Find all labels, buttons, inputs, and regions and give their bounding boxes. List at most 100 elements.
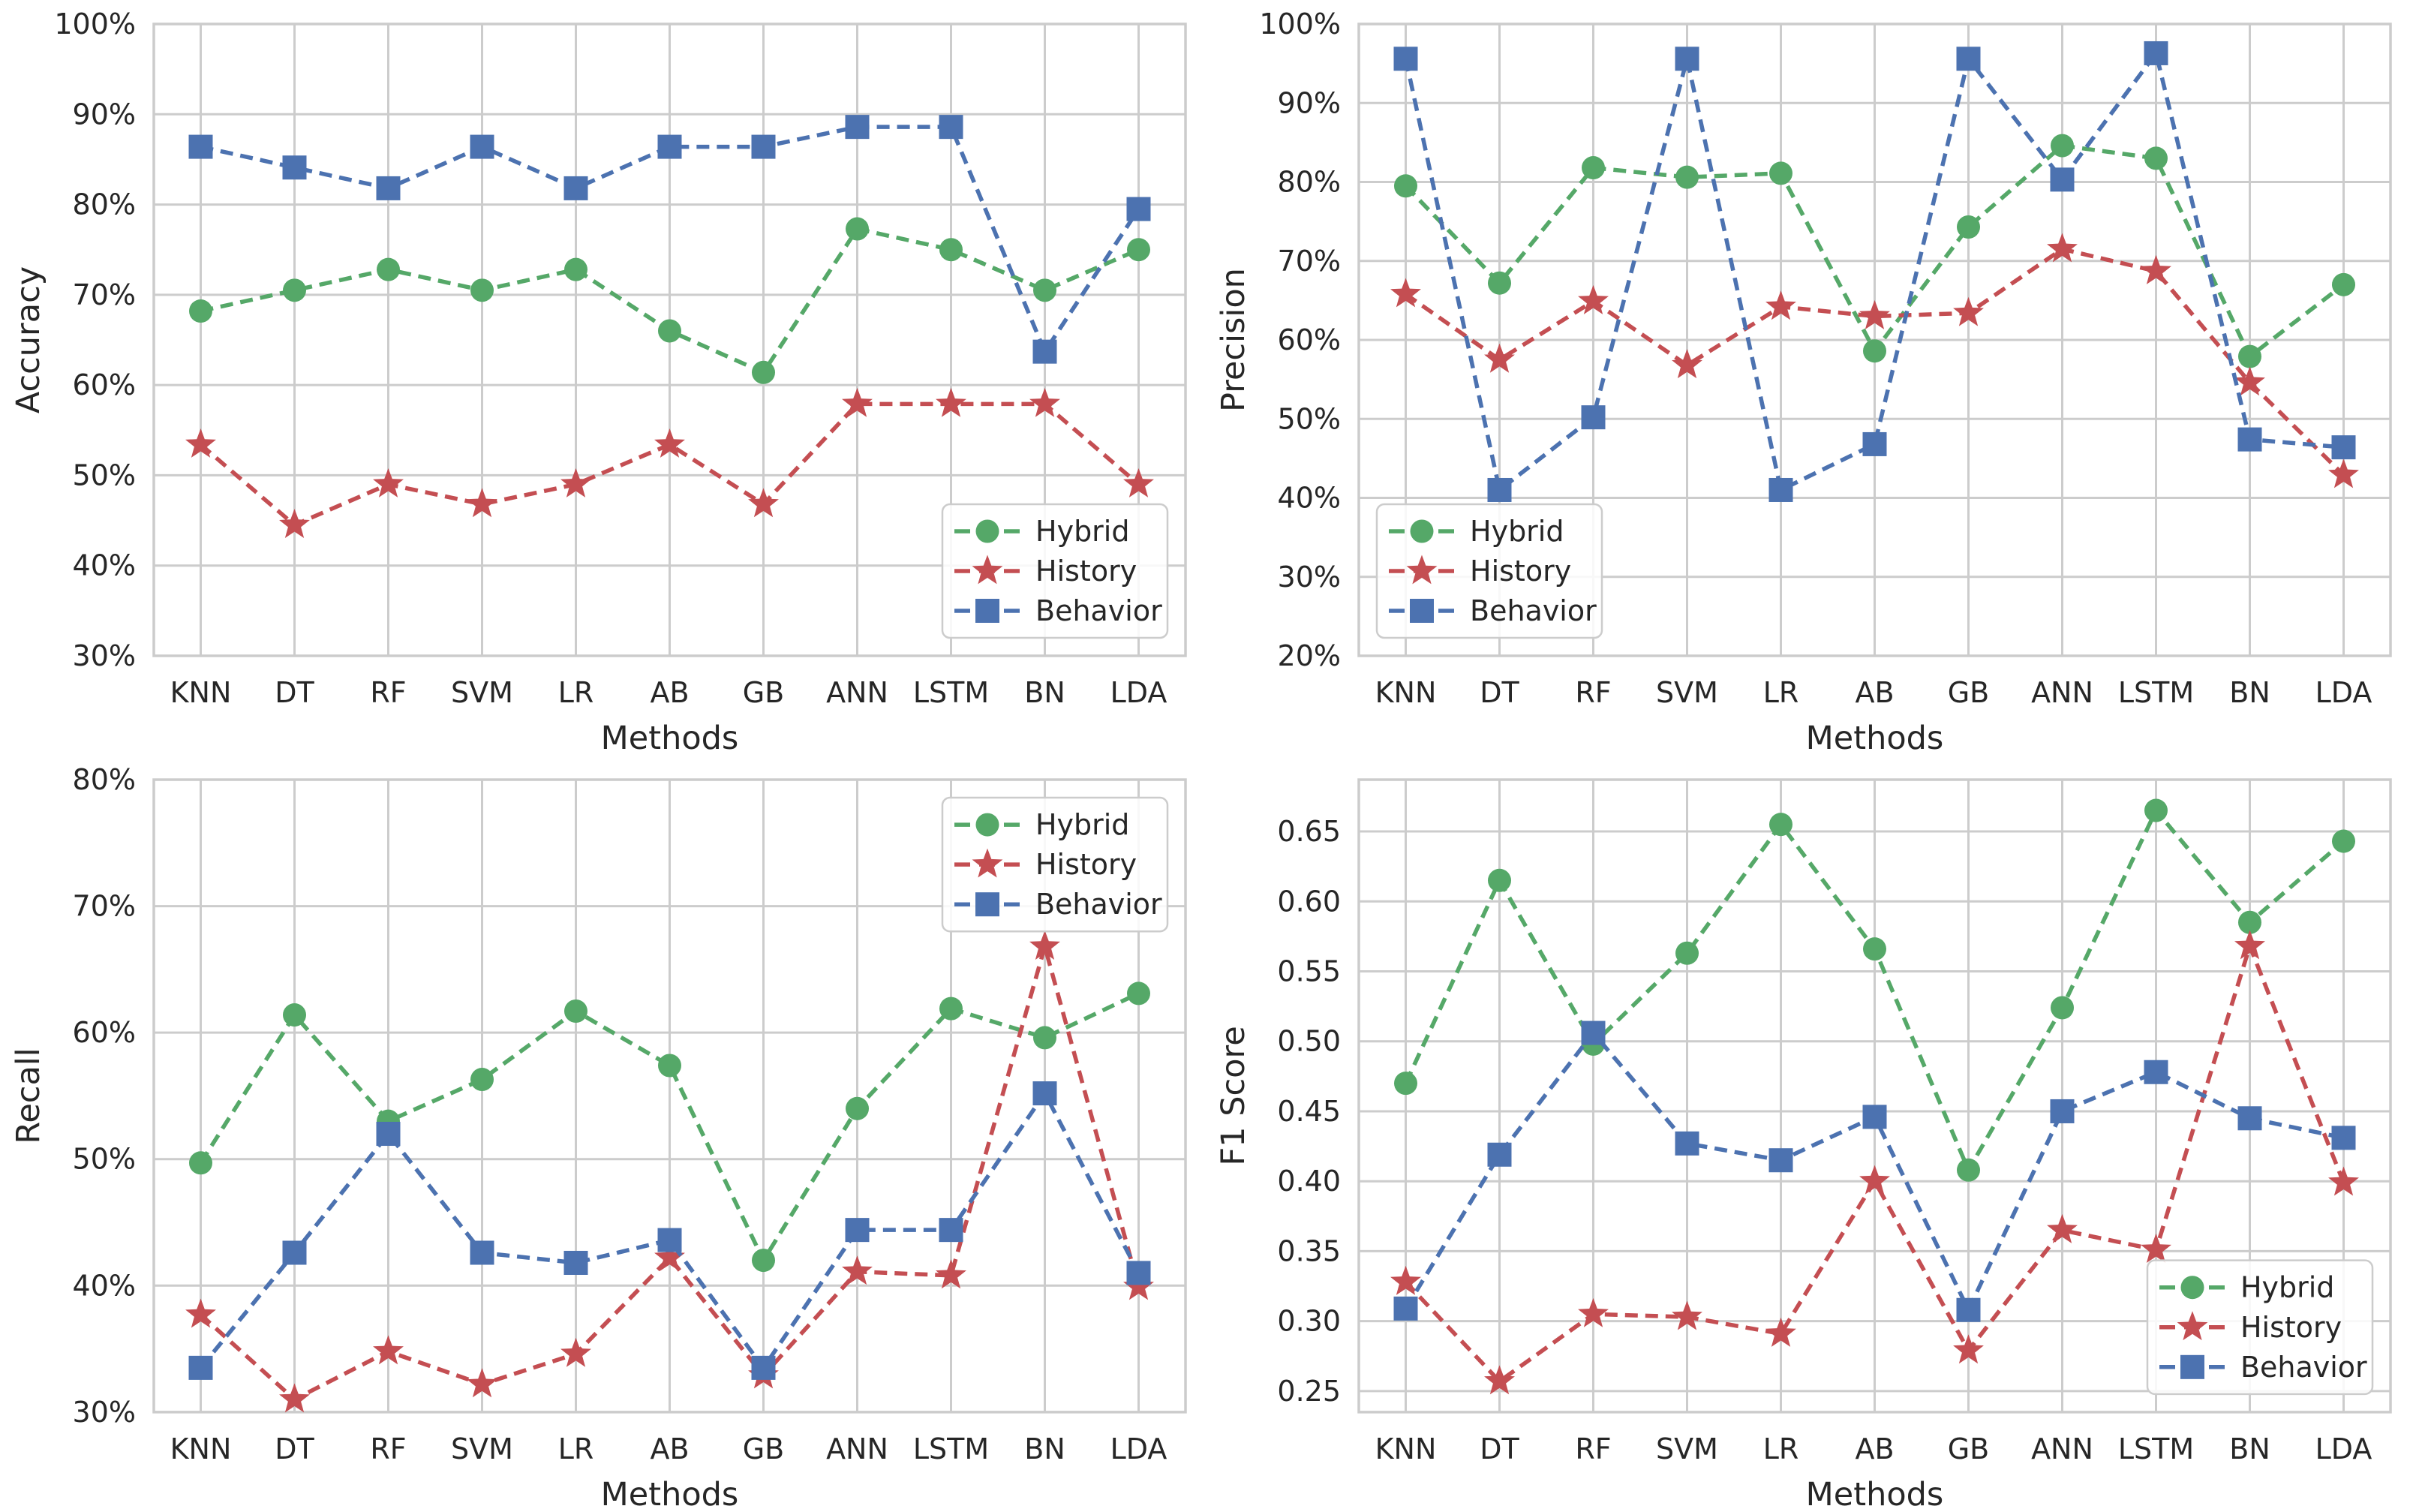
behavior-marker-rf — [1581, 405, 1606, 430]
legend: Hybrid History Behavior — [941, 796, 1169, 933]
y-tick-label: 0.40 — [1277, 1165, 1341, 1198]
y-tick-label: 30% — [1278, 561, 1341, 594]
legend-hybrid-marker — [2180, 1276, 2204, 1300]
y-tick-label: 60% — [73, 1016, 136, 1049]
history-marker-ann — [2047, 1213, 2078, 1243]
legend: Hybrid History Behavior — [1375, 503, 1603, 639]
history-marker-dt — [1484, 343, 1515, 373]
legend-behavior-marker — [2180, 1354, 2204, 1379]
behavior-marker-lstm — [2144, 1060, 2168, 1084]
history-marker-gb — [1953, 296, 1984, 326]
precision-chart: 20% 30% 40% 50% 60% 70% 80% 90% 100% KNN DT RF SVM LR… — [1205, 0, 2410, 756]
history-marker-ann — [2047, 233, 2078, 263]
series-hybrid — [189, 217, 1150, 384]
y-tick-labels: 20% 30% 40% 50% 60% 70% 80% 90% 100% — [1259, 8, 1341, 672]
x-tick-label: ANN — [826, 676, 888, 709]
x-axis-label: Methods — [1806, 720, 1944, 756]
x-tick-label: LSTM — [913, 1432, 989, 1465]
history-line — [199, 944, 1141, 1402]
behavior-marker-knn — [1393, 1296, 1418, 1321]
legend-label: Behavior — [1035, 594, 1162, 627]
x-tick-label: KNN — [170, 676, 232, 709]
hybrid-marker-svm — [470, 278, 494, 302]
x-tick-label: RF — [1575, 1432, 1611, 1465]
behavior-marker-knn — [188, 1355, 213, 1380]
behavior-marker-gb — [751, 134, 776, 159]
x-tick-label: RF — [370, 676, 406, 709]
series-hybrid — [189, 981, 1150, 1273]
x-tick-label: ANN — [2031, 676, 2093, 709]
y-tick-label: 80% — [73, 763, 136, 796]
legend-label: Hybrid — [2240, 1271, 2334, 1304]
hybrid-marker-lr — [1769, 161, 1792, 185]
history-marker-rf — [1578, 284, 1609, 314]
hybrid-marker-dt — [283, 1003, 306, 1027]
series-behavior — [1393, 41, 2356, 502]
y-tick-label: 70% — [1278, 245, 1341, 278]
hybrid-marker-dt — [1488, 271, 1511, 295]
history-marker-lda — [1123, 1270, 1154, 1300]
series-history — [185, 387, 1154, 538]
history-marker-svm — [1672, 1300, 1702, 1330]
legend-behavior-marker — [975, 892, 999, 917]
plot-border — [152, 23, 1187, 657]
behavior-marker-ab — [1862, 1105, 1887, 1129]
y-tick-labels: 30% 40% 50% 60% 70% 80% — [73, 763, 136, 1429]
f1-score-chart: 0.25 0.30 0.35 0.40 0.45 0.50 0.55 0.60 0.65 KNN D… — [1205, 756, 2410, 1512]
hybrid-marker-gb — [752, 360, 775, 384]
y-axis-label: Recall — [10, 1048, 47, 1144]
history-marker-lda — [1123, 467, 1154, 497]
legend: Hybrid History Behavior — [941, 503, 1169, 639]
y-tick-label: 40% — [73, 549, 136, 582]
behavior-marker-ann — [845, 115, 870, 140]
x-tick-label: LR — [558, 676, 594, 709]
x-tick-label: LSTM — [913, 676, 989, 709]
legend-label: History — [1470, 555, 1571, 588]
precision-plot: 20% 30% 40% 50% 60% 70% 80% 90% 100% KNN DT RF SVM LR… — [1215, 8, 2392, 756]
x-tick-label: LSTM — [2118, 676, 2194, 709]
behavior-marker-svm — [470, 134, 494, 159]
history-marker-lstm — [936, 387, 966, 417]
x-tick-label: BN — [1024, 676, 1065, 709]
y-tick-label: 0.45 — [1277, 1095, 1341, 1128]
x-tick-label: DT — [275, 1432, 314, 1465]
y-tick-label: 0.30 — [1277, 1305, 1341, 1338]
legend-behavior-marker — [1410, 599, 1434, 623]
series-history — [1390, 930, 2359, 1395]
plot-border — [152, 778, 1187, 1414]
history-marker-lstm — [2141, 1234, 2171, 1263]
history-marker-lstm — [2141, 254, 2171, 284]
history-line — [199, 401, 1140, 528]
hybrid-marker-ann — [2051, 134, 2074, 158]
legend-label: Hybrid — [1470, 515, 1564, 548]
behavior-marker-dt — [282, 1240, 307, 1265]
series-hybrid — [1394, 134, 2355, 368]
history-marker-rf — [373, 1335, 404, 1365]
y-tick-label: 30% — [73, 1396, 136, 1429]
x-tick-label: LR — [1763, 1432, 1799, 1465]
history-marker-ab — [1859, 1165, 1890, 1195]
behavior-marker-svm — [1675, 1131, 1699, 1156]
y-tick-label: 40% — [73, 1269, 136, 1302]
behavior-marker-gb — [751, 1355, 776, 1380]
legend-history-marker — [972, 555, 1003, 585]
x-tick-label: GB — [1948, 676, 1990, 709]
hybrid-marker-bn — [1033, 278, 1056, 302]
history-marker-ann — [842, 387, 873, 417]
x-tick-label: KNN — [1375, 676, 1437, 709]
x-tick-labels: KNN DT RF SVM LR AB GB ANN LSTM BN LDA — [1375, 1432, 2372, 1465]
x-tick-label: ANN — [2031, 1432, 2093, 1465]
x-tick-label: LDA — [2315, 1432, 2372, 1465]
x-tick-label: LDA — [1110, 1432, 1167, 1465]
y-axis-label: Precision — [1215, 268, 1252, 412]
hybrid-marker-svm — [1675, 165, 1699, 189]
y-tick-labels: 30% 40% 50% 60% 70% 80% 90% 100% — [54, 8, 136, 672]
recall-plot: 30% 40% 50% 60% 70% 80% KNN DT RF SVM LR AB GB ANN LST… — [10, 763, 1187, 1512]
hybrid-marker-gb — [752, 1249, 775, 1273]
behavior-marker-ab — [657, 134, 682, 159]
plot-border — [1357, 23, 2392, 657]
x-tick-label: KNN — [1375, 1432, 1437, 1465]
history-marker-ab — [654, 428, 685, 458]
y-tick-label: 80% — [1278, 166, 1341, 199]
